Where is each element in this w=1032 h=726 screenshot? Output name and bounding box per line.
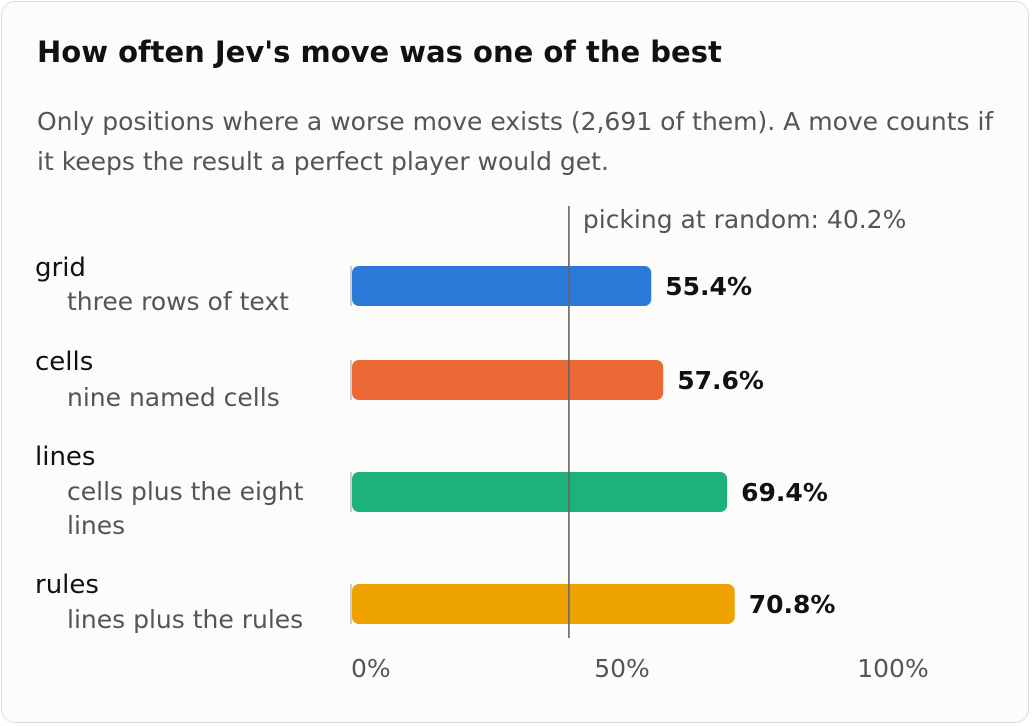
category-label-lines: lines: [35, 442, 95, 472]
bar-baseline-lines: [350, 472, 352, 512]
x-tick-label: 100%: [857, 654, 928, 683]
bar-lines: [352, 472, 728, 512]
category-label-cells: cells: [35, 347, 93, 377]
category-description-cells: nine named cells: [67, 383, 280, 412]
bar-rules: [352, 584, 735, 624]
value-label-grid: 55.4%: [665, 272, 752, 301]
category-description-grid: three rows of text: [67, 287, 289, 316]
bar-baseline-cells: [350, 360, 352, 400]
reference-layer: picking at random: 40.2%: [568, 205, 906, 638]
bar-cells: [352, 360, 664, 400]
category-label-rules: rules: [35, 570, 99, 600]
bar-baseline-grid: [350, 266, 352, 306]
bars-layer: [350, 266, 735, 624]
chart-title: How often Jev's move was one of the best: [37, 35, 722, 69]
value-label-lines: 69.4%: [741, 478, 828, 507]
x-tick-label: 0%: [351, 654, 391, 683]
category-description-rules: lines plus the rules: [67, 605, 303, 634]
category-description-lines: lines: [67, 511, 125, 540]
value-label-cells: 57.6%: [677, 366, 764, 395]
ticks-layer: 0% 50% 100%: [351, 654, 929, 683]
labels-layer: grid three rows of text 55.4% cells nine nam…: [35, 253, 835, 634]
bar-baseline-rules: [350, 584, 352, 624]
bar-grid: [352, 266, 652, 306]
category-description-lines: cells plus the eight: [67, 477, 304, 506]
x-tick-label: 50%: [594, 654, 650, 683]
category-label-grid: grid: [35, 253, 86, 283]
chart-subtitle: Only positions where a worse move exists…: [37, 107, 994, 176]
reference-line-label: picking at random: 40.2%: [583, 205, 906, 234]
value-label-rules: 70.8%: [749, 590, 836, 619]
